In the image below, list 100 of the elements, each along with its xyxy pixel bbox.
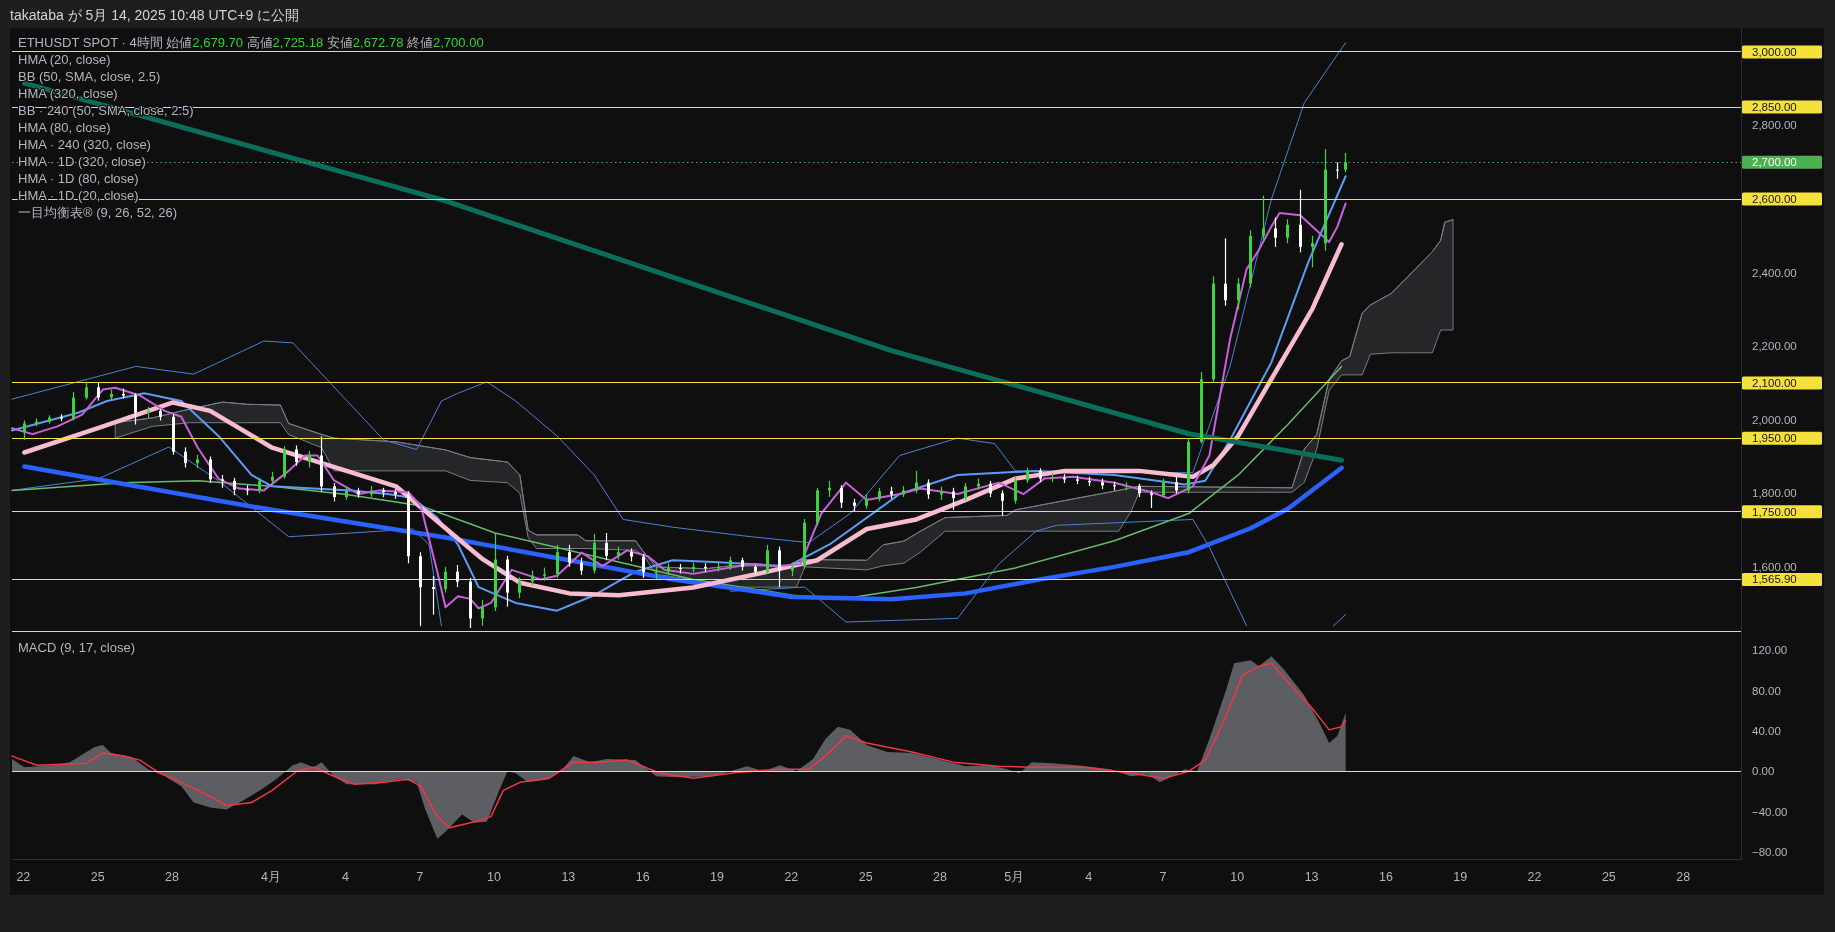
candlestick — [1138, 483, 1141, 498]
x-tick-label: 22 — [1527, 870, 1542, 884]
candlestick — [494, 532, 497, 612]
x-tick-label: 7 — [416, 870, 424, 884]
annotation: HMA · 1D (80, close) — [18, 170, 139, 186]
ref-line-label: 1,950.00 — [1752, 432, 1797, 445]
candlestick — [159, 408, 162, 422]
candlestick — [1299, 189, 1302, 253]
candlestick — [1014, 476, 1017, 505]
x-tick-label: 10 — [487, 870, 502, 884]
candlestick — [506, 555, 509, 608]
x-tick-label: 7 — [1159, 870, 1167, 884]
candlestick — [952, 487, 955, 511]
candlestick — [729, 555, 732, 571]
candlestick — [444, 566, 447, 594]
x-tick-label: 25 — [858, 870, 873, 884]
candlestick — [1274, 216, 1277, 248]
candlestick — [345, 486, 348, 501]
x-tick-label: 22 — [784, 870, 799, 884]
y-tick-label: −80.00 — [1752, 845, 1788, 858]
candlestick — [568, 544, 571, 568]
candlestick — [283, 445, 286, 480]
candlestick — [308, 450, 311, 469]
candlestick — [196, 454, 199, 469]
candlestick — [246, 484, 249, 496]
candlestick — [370, 485, 373, 498]
candlestick — [271, 471, 274, 485]
candlestick — [667, 562, 670, 576]
y-tick-label: 2,800.00 — [1752, 119, 1797, 132]
x-tick-label: 16 — [1378, 870, 1393, 884]
candlestick — [456, 564, 459, 588]
x-tick-label: 28 — [933, 870, 947, 884]
candlestick — [964, 482, 967, 502]
annotation: HMA (80, close) — [18, 119, 111, 135]
candlestick — [543, 567, 546, 582]
annotation: BB (50, SMA, close, 2.5) — [18, 68, 161, 84]
candlestick — [766, 544, 769, 575]
candlestick — [209, 455, 212, 484]
candlestick — [865, 493, 868, 510]
candlestick — [890, 486, 893, 500]
annotation: 一目均衡表® (9, 26, 52, 26) — [18, 204, 178, 220]
y-tick-label: 2,400.00 — [1752, 266, 1797, 279]
x-tick-label: 13 — [1304, 870, 1319, 884]
x-tick-label: 16 — [635, 870, 650, 884]
x-tick-label: 13 — [561, 870, 576, 884]
candlestick — [803, 518, 806, 570]
candlestick — [1039, 467, 1042, 483]
candlestick — [72, 391, 75, 422]
candlestick — [432, 575, 435, 616]
annotation: HMA · 1D (20, close) — [18, 187, 139, 203]
candlestick — [679, 563, 682, 575]
candlestick — [617, 546, 620, 561]
x-tick-label: 5月 — [1004, 870, 1025, 884]
candlestick — [295, 444, 298, 467]
candlestick — [556, 544, 559, 579]
candlestick — [1162, 478, 1165, 499]
annotation: HMA (20, close) — [18, 51, 111, 67]
annotation: HMA · 1D (320, close) — [18, 153, 146, 169]
candlestick — [642, 553, 645, 579]
candlestick — [1113, 480, 1116, 491]
candlestick — [1187, 437, 1190, 494]
candlestick — [940, 486, 943, 501]
candlestick — [23, 419, 26, 441]
candlestick — [357, 487, 360, 499]
candlestick — [927, 478, 930, 500]
candlestick — [258, 477, 261, 494]
candlestick — [778, 546, 781, 588]
candlestick — [531, 569, 534, 586]
candlestick — [1262, 195, 1265, 241]
y-tick-label: 80.00 — [1752, 684, 1781, 697]
y-tick-label: 120.00 — [1752, 644, 1788, 657]
candlestick — [593, 533, 596, 575]
annotation: MACD (9, 17, close) — [18, 639, 136, 655]
x-tick-label: 25 — [1601, 870, 1616, 884]
candlestick — [172, 413, 175, 456]
candlestick — [853, 498, 856, 512]
candlestick — [741, 557, 744, 572]
x-tick-label: 4月 — [261, 870, 282, 884]
candlestick — [134, 392, 137, 426]
ref-line-label: 2,100.00 — [1752, 376, 1797, 389]
x-tick-label: 28 — [1676, 870, 1691, 884]
candlestick — [184, 446, 187, 469]
candlestick — [407, 490, 410, 564]
candlestick — [1336, 161, 1339, 180]
candlestick — [1344, 152, 1347, 173]
candlestick — [754, 564, 757, 576]
candlestick — [97, 382, 100, 402]
candlestick — [1026, 466, 1029, 484]
candlestick — [605, 532, 608, 561]
candlestick — [1101, 478, 1104, 490]
candlestick — [85, 380, 88, 401]
candlestick — [48, 414, 51, 425]
y-tick-label: 2,000.00 — [1752, 413, 1797, 426]
candlestick — [1249, 229, 1252, 288]
y-tick-label: 40.00 — [1752, 724, 1781, 737]
candlestick — [147, 406, 150, 419]
candlestick — [518, 576, 521, 599]
candlestick — [816, 487, 819, 527]
candlestick — [110, 388, 113, 401]
ref-line-label: 2,700.00 — [1752, 156, 1797, 169]
